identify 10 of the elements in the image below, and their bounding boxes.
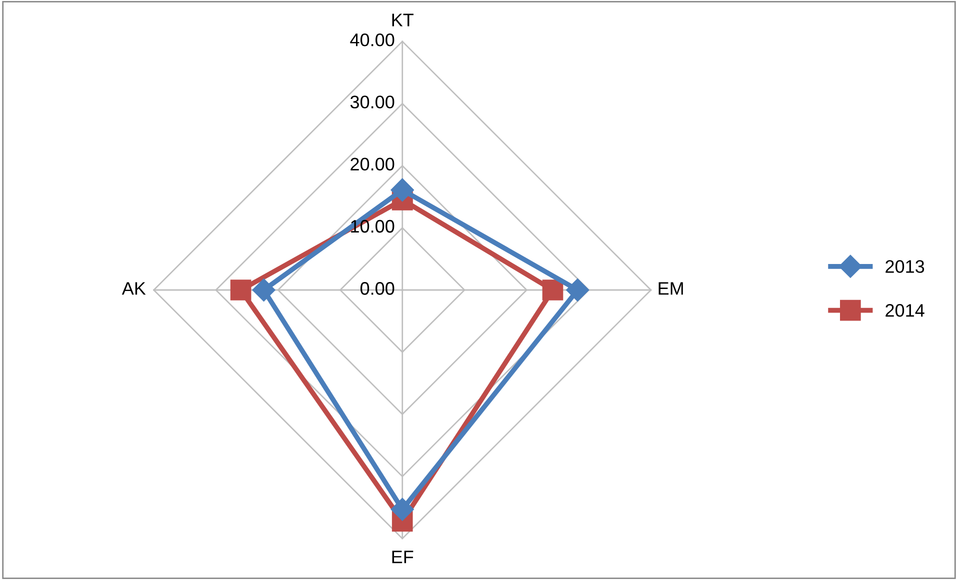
legend-label: 2014 (886, 304, 924, 317)
y-tick-label: 40.00 (350, 33, 394, 46)
spoke-label: EM (658, 282, 683, 295)
spoke-label: KT (392, 14, 414, 26)
y-tick-label: 0.00 (360, 282, 394, 295)
y-tick-label: 30.00 (350, 96, 394, 108)
spoke-label: AK (122, 282, 146, 295)
legend-label: 2013 (886, 260, 924, 273)
y-tick-label: 20.00 (350, 158, 394, 171)
spoke-label: EF (392, 550, 414, 564)
